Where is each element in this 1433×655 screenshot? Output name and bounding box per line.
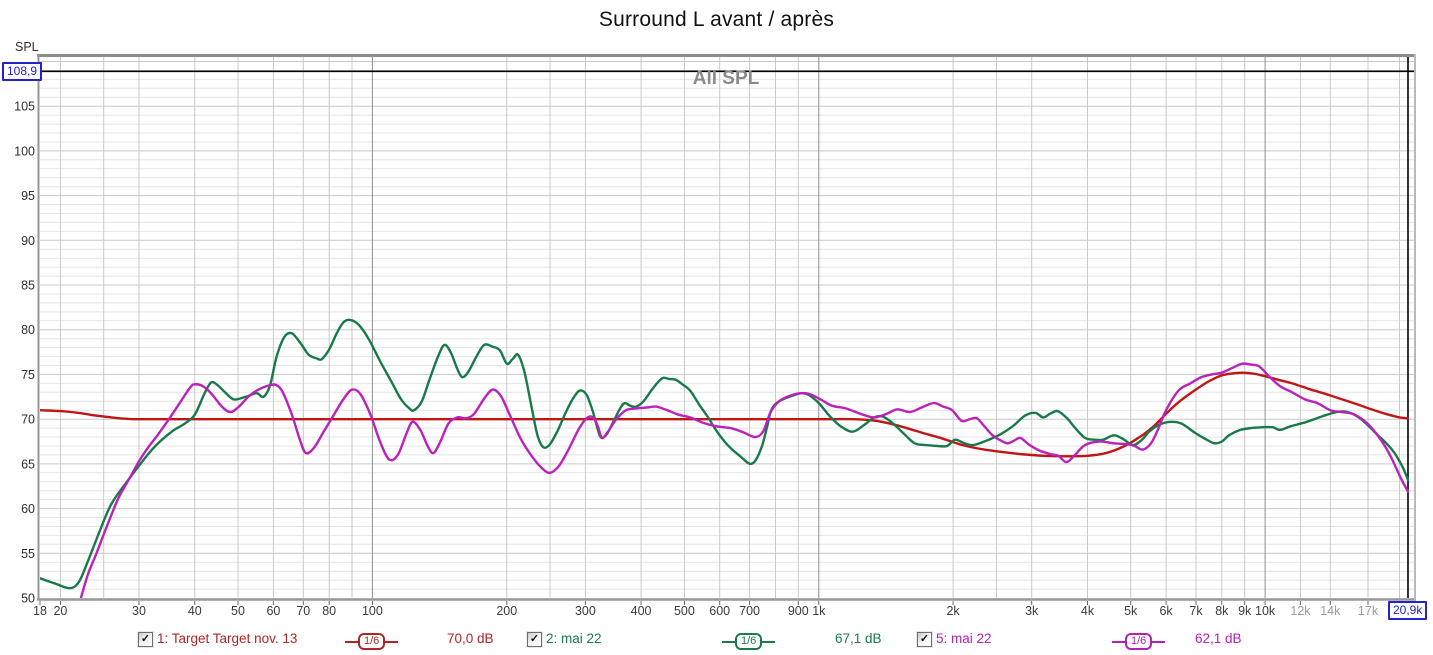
smoothing-value: 1/6 [358,633,386,650]
measurement-trace-5 [79,362,1410,598]
trace-5-checkbox[interactable]: ✓ [917,632,932,647]
x-tick-label: 8k [1215,604,1229,618]
smoothing-line-icon [1112,640,1125,643]
freq-cursor-readout: 20,9k [1388,601,1428,620]
smoothing-line-icon [1152,640,1166,643]
y-tick-label: 55 [21,547,35,561]
x-tick-label: 60 [266,604,280,618]
spl-cursor-readout: 108,9 [2,62,43,81]
x-tick-label: 50 [231,604,245,618]
trace-2-smoothing-badge: 1/6 [722,633,776,650]
x-tick-label: 300 [575,604,596,618]
x-tick-label: 3k [1025,604,1039,618]
plot-area[interactable] [40,57,1414,598]
trace-2-level: 67,1 dB [835,631,882,646]
x-tick-label: 7k [1189,604,1203,618]
smoothing-value: 1/6 [735,633,763,650]
x-tick-label: 20 [53,604,67,618]
trace-5-smoothing-badge: 1/6 [1112,633,1166,650]
x-tick-label: 18 [33,604,47,618]
x-tick-label: 1k [812,604,826,618]
x-tick-label: 400 [631,604,652,618]
x-tick-label: 30 [132,604,146,618]
x-tick-label: 200 [496,604,517,618]
x-axis: 18 20 30 40 50 60 70 80 100 200 300 400 500 600 700 900… [33,601,1379,618]
x-tick-label: 4k [1081,604,1095,618]
smoothing-value: 1/6 [1125,633,1153,650]
x-tick-label: 14k [1320,604,1341,618]
page-title: Surround L avant / après [598,8,835,31]
y-tick-label: 50 [21,592,35,606]
x-tick-label: 40 [188,604,202,618]
y-tick-label: 105 [14,100,35,114]
y-tick-label: 85 [21,279,35,293]
x-tick-label: 5k [1124,604,1138,618]
y-tick-label: 75 [21,368,35,382]
smoothing-line-icon [762,640,776,643]
measurement-trace-2 [40,318,1410,590]
trace-1-level: 70,0 dB [447,631,494,646]
y-tick-label: 60 [21,502,35,516]
x-tick-label: 600 [709,604,730,618]
y-tick-label: 90 [21,234,35,248]
x-tick-label: 80 [322,604,336,618]
y-tick-label: 100 [14,144,35,158]
smoothing-line-icon [722,640,735,643]
x-tick-label: 100 [362,604,383,618]
trace-1-label[interactable]: 1: Target Target nov. 13 [157,631,298,646]
plot-inner-label: All SPL [693,68,760,89]
trace-2-label[interactable]: 2: mai 22 [546,631,602,646]
y-tick-label: 80 [21,323,35,337]
y-axis: 105 100 95 90 85 80 75 70 65 60 55 50 [14,100,35,606]
x-tick-label: 12k [1290,604,1311,618]
x-tick-label: 700 [739,604,760,618]
y-tick-label: 65 [21,457,35,471]
x-tick-label: 2k [946,604,960,618]
x-tick-label: 70 [296,604,310,618]
y-tick-label: 95 [21,189,35,203]
x-tick-label: 6k [1159,604,1173,618]
x-tick-label: 500 [674,604,695,618]
trace-1-checkbox[interactable]: ✓ [138,632,153,647]
trace-2-checkbox[interactable]: ✓ [527,632,542,647]
legend-bar: ✓ 1: Target Target nov. 13 1/6 70,0 dB ✓… [0,628,1433,654]
trace-5-level: 62,1 dB [1195,631,1242,646]
y-tick-label: 70 [21,413,35,427]
trace-5-label[interactable]: 5: mai 22 [936,631,992,646]
smoothing-line-icon [385,640,399,643]
x-tick-label: 17k [1358,604,1379,618]
plot-frame [37,54,1416,601]
smoothing-line-icon [345,640,358,643]
y-axis-unit-label: SPL [15,40,39,54]
x-tick-label: 900 [788,604,809,618]
x-tick-label: 9k [1238,604,1252,618]
trace-1-smoothing-badge: 1/6 [345,633,399,650]
x-tick-label: 10k [1255,604,1276,618]
